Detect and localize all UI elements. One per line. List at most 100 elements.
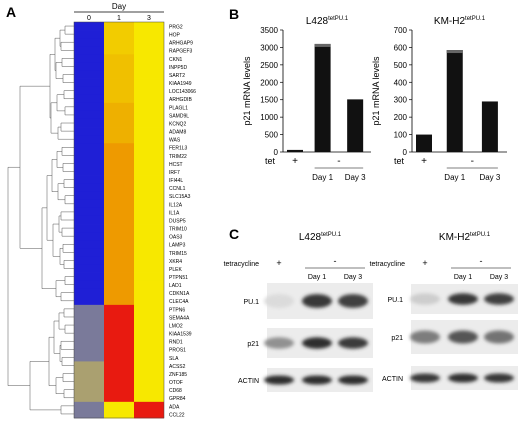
heatmap-cell: [134, 62, 164, 71]
row-label: ACTIN: [382, 376, 403, 383]
heatmap-cell: [104, 224, 134, 233]
heatmap-cell: [104, 199, 134, 209]
heatmap-cell: [104, 240, 134, 249]
gene-label: SLA: [169, 356, 179, 362]
heatmap-cell: [104, 215, 134, 225]
heatmap-cell: [74, 110, 104, 120]
row-label: p21: [391, 335, 403, 342]
heatmap-cell: [104, 232, 134, 241]
heatmap-cell: [134, 118, 164, 128]
heatmap-cell: [134, 70, 164, 79]
heatmap-cell: [74, 102, 104, 112]
heatmap-cell: [74, 151, 104, 160]
heatmap-cell: [104, 110, 134, 120]
heatmap-cell: [134, 78, 164, 88]
heatmap-cell: [134, 86, 164, 96]
blot-band: [410, 293, 440, 305]
gene-label: RAPGEF3: [169, 49, 193, 55]
blot-strip: [411, 284, 518, 314]
heatmap-cell: [74, 232, 104, 241]
heatmap-cell: [74, 393, 104, 403]
heatmap-cell: [74, 369, 104, 378]
gene-label: PTPN6: [169, 307, 185, 313]
heatmap-cell: [104, 385, 134, 395]
gene-label: PRG2: [169, 24, 183, 30]
heatmap-cell: [104, 46, 134, 55]
blot-band: [338, 294, 368, 308]
heatmap-cell: [134, 30, 164, 39]
blot-title: KM-H2tetPU.1: [439, 232, 491, 243]
day-label: Day 3: [479, 173, 500, 182]
bar-highlight: [446, 50, 463, 54]
heatmap-cell: [134, 272, 164, 282]
dendrogram-branch: [55, 280, 65, 298]
heatmap-cell: [104, 175, 134, 185]
dendrogram-branch: [61, 58, 74, 67]
heatmap-cell: [134, 110, 164, 120]
dendrogram-branch: [62, 163, 74, 172]
blot-band: [484, 293, 514, 305]
heatmap-cell: [104, 361, 134, 370]
gene-label: KIAA1539: [169, 332, 192, 338]
chart-title: L428tetPU.1: [306, 16, 349, 27]
dendrogram-branch: [57, 126, 74, 140]
row-label: p21: [247, 341, 259, 348]
heatmap-cell: [74, 288, 104, 298]
bar: [287, 149, 303, 152]
heatmap-cell: [134, 207, 164, 217]
dendrogram-branch: [61, 147, 74, 156]
heatmap-cell: [134, 46, 164, 55]
heatmap-cell: [74, 54, 104, 63]
heatmap-cell: [134, 240, 164, 249]
gene-label: RND1: [169, 340, 183, 346]
gene-label: SART2: [169, 73, 185, 79]
panel-label-c: C: [229, 226, 240, 242]
chart-title: KM-H2tetPU.1: [434, 16, 486, 27]
gene-label: WAS: [169, 138, 181, 144]
y-tick-label: 300: [394, 96, 408, 105]
heatmap-cell: [104, 296, 134, 306]
heatmap-cell: [104, 329, 134, 338]
heatmap-cell: [134, 321, 164, 330]
row-label: PU.1: [243, 299, 259, 306]
heatmap-cell: [134, 224, 164, 233]
gene-label: OTOF: [169, 380, 183, 386]
dendrogram: [7, 25, 74, 415]
blot-band: [338, 337, 368, 349]
blot-strip: [267, 283, 373, 319]
gene-label: HOP: [169, 33, 181, 39]
treatment-label: tetracycline: [370, 261, 406, 268]
heatmap-cell: [134, 280, 164, 290]
heatmap-cell: [134, 167, 164, 176]
gene-label: IRF7: [169, 170, 180, 176]
blot-band: [448, 293, 478, 305]
heatmap-cell: [104, 191, 134, 201]
gene-label: LAMP3: [169, 243, 186, 249]
heatmap-cell: [134, 175, 164, 185]
gene-label: CKN1: [169, 57, 183, 63]
tet-minus: -: [471, 156, 474, 167]
heatmap-cell: [134, 232, 164, 241]
heatmap-cell: [134, 199, 164, 209]
blot-band: [264, 375, 294, 385]
treatment-plus: +: [276, 258, 281, 268]
heatmap-cell: [74, 304, 104, 314]
heatmap-cell: [74, 401, 104, 411]
heatmap-cell: [134, 159, 164, 168]
heatmap-cell: [74, 143, 104, 152]
y-tick-label: 500: [265, 131, 279, 140]
panel-label-b: B: [229, 6, 240, 22]
blot-strip: [267, 368, 373, 392]
dendrogram-branch: [61, 227, 74, 237]
heatmap-cell: [104, 151, 134, 160]
heatmap-cell: [74, 191, 104, 201]
heatmap-cell: [74, 167, 104, 176]
heatmap-cell: [74, 345, 104, 354]
blot-strip: [267, 328, 373, 358]
dendrogram-branch: [60, 41, 74, 51]
dendrogram-branch: [60, 340, 74, 350]
dendrogram-branch: [64, 195, 74, 205]
blot-band: [410, 330, 440, 344]
day-label: Day 1: [312, 173, 333, 182]
heatmap-cell: [104, 272, 134, 282]
